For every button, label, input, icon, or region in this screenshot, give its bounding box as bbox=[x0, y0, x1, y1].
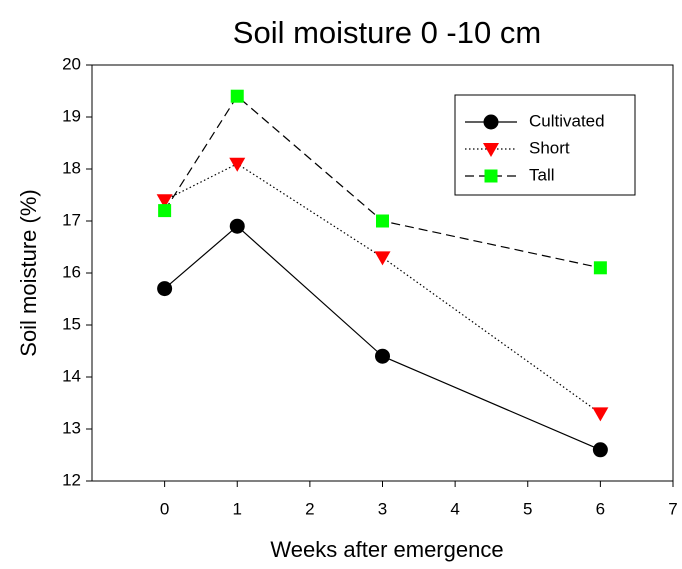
marker bbox=[374, 251, 391, 266]
marker bbox=[592, 407, 609, 422]
series-line bbox=[164, 225, 601, 451]
y-tick-label: 17 bbox=[62, 210, 81, 229]
x-tick-label: 5 bbox=[523, 499, 532, 518]
y-tick-label: 14 bbox=[62, 366, 81, 385]
x-axis-label: Weeks after emergence bbox=[270, 537, 503, 562]
marker bbox=[156, 194, 173, 209]
marker bbox=[229, 218, 245, 234]
y-tick-label: 18 bbox=[62, 158, 81, 177]
x-tick-label: 2 bbox=[305, 499, 314, 518]
series-line bbox=[164, 95, 601, 269]
chart-title: Soil moisture 0 -10 cm bbox=[233, 15, 541, 50]
series-line bbox=[164, 163, 601, 414]
x-tick-label: 6 bbox=[596, 499, 605, 518]
y-axis-label: Soil moisture (%) bbox=[16, 189, 41, 356]
marker bbox=[229, 157, 246, 172]
y-tick-label: 20 bbox=[62, 54, 81, 73]
legend-label: Tall bbox=[529, 165, 555, 184]
marker bbox=[157, 281, 173, 297]
x-tick-label: 1 bbox=[233, 499, 242, 518]
marker bbox=[593, 261, 607, 275]
y-tick-label: 13 bbox=[62, 418, 81, 437]
legend-label: Short bbox=[529, 138, 570, 157]
x-tick-label: 3 bbox=[378, 499, 387, 518]
marker bbox=[230, 89, 244, 103]
y-tick-label: 16 bbox=[62, 262, 81, 281]
x-tick-label: 0 bbox=[160, 499, 169, 518]
y-tick-label: 19 bbox=[62, 106, 81, 125]
y-tick-label: 15 bbox=[62, 314, 81, 333]
marker bbox=[158, 204, 172, 218]
legend-marker bbox=[483, 114, 499, 130]
legend-marker bbox=[484, 169, 498, 183]
x-tick-label: 4 bbox=[450, 499, 459, 518]
marker bbox=[375, 348, 390, 364]
legend-label: Cultivated bbox=[529, 111, 605, 130]
y-tick-label: 12 bbox=[62, 470, 81, 489]
legend-marker bbox=[483, 143, 499, 157]
x-tick-label: 7 bbox=[668, 499, 677, 518]
marker bbox=[376, 214, 389, 228]
marker bbox=[592, 442, 608, 458]
